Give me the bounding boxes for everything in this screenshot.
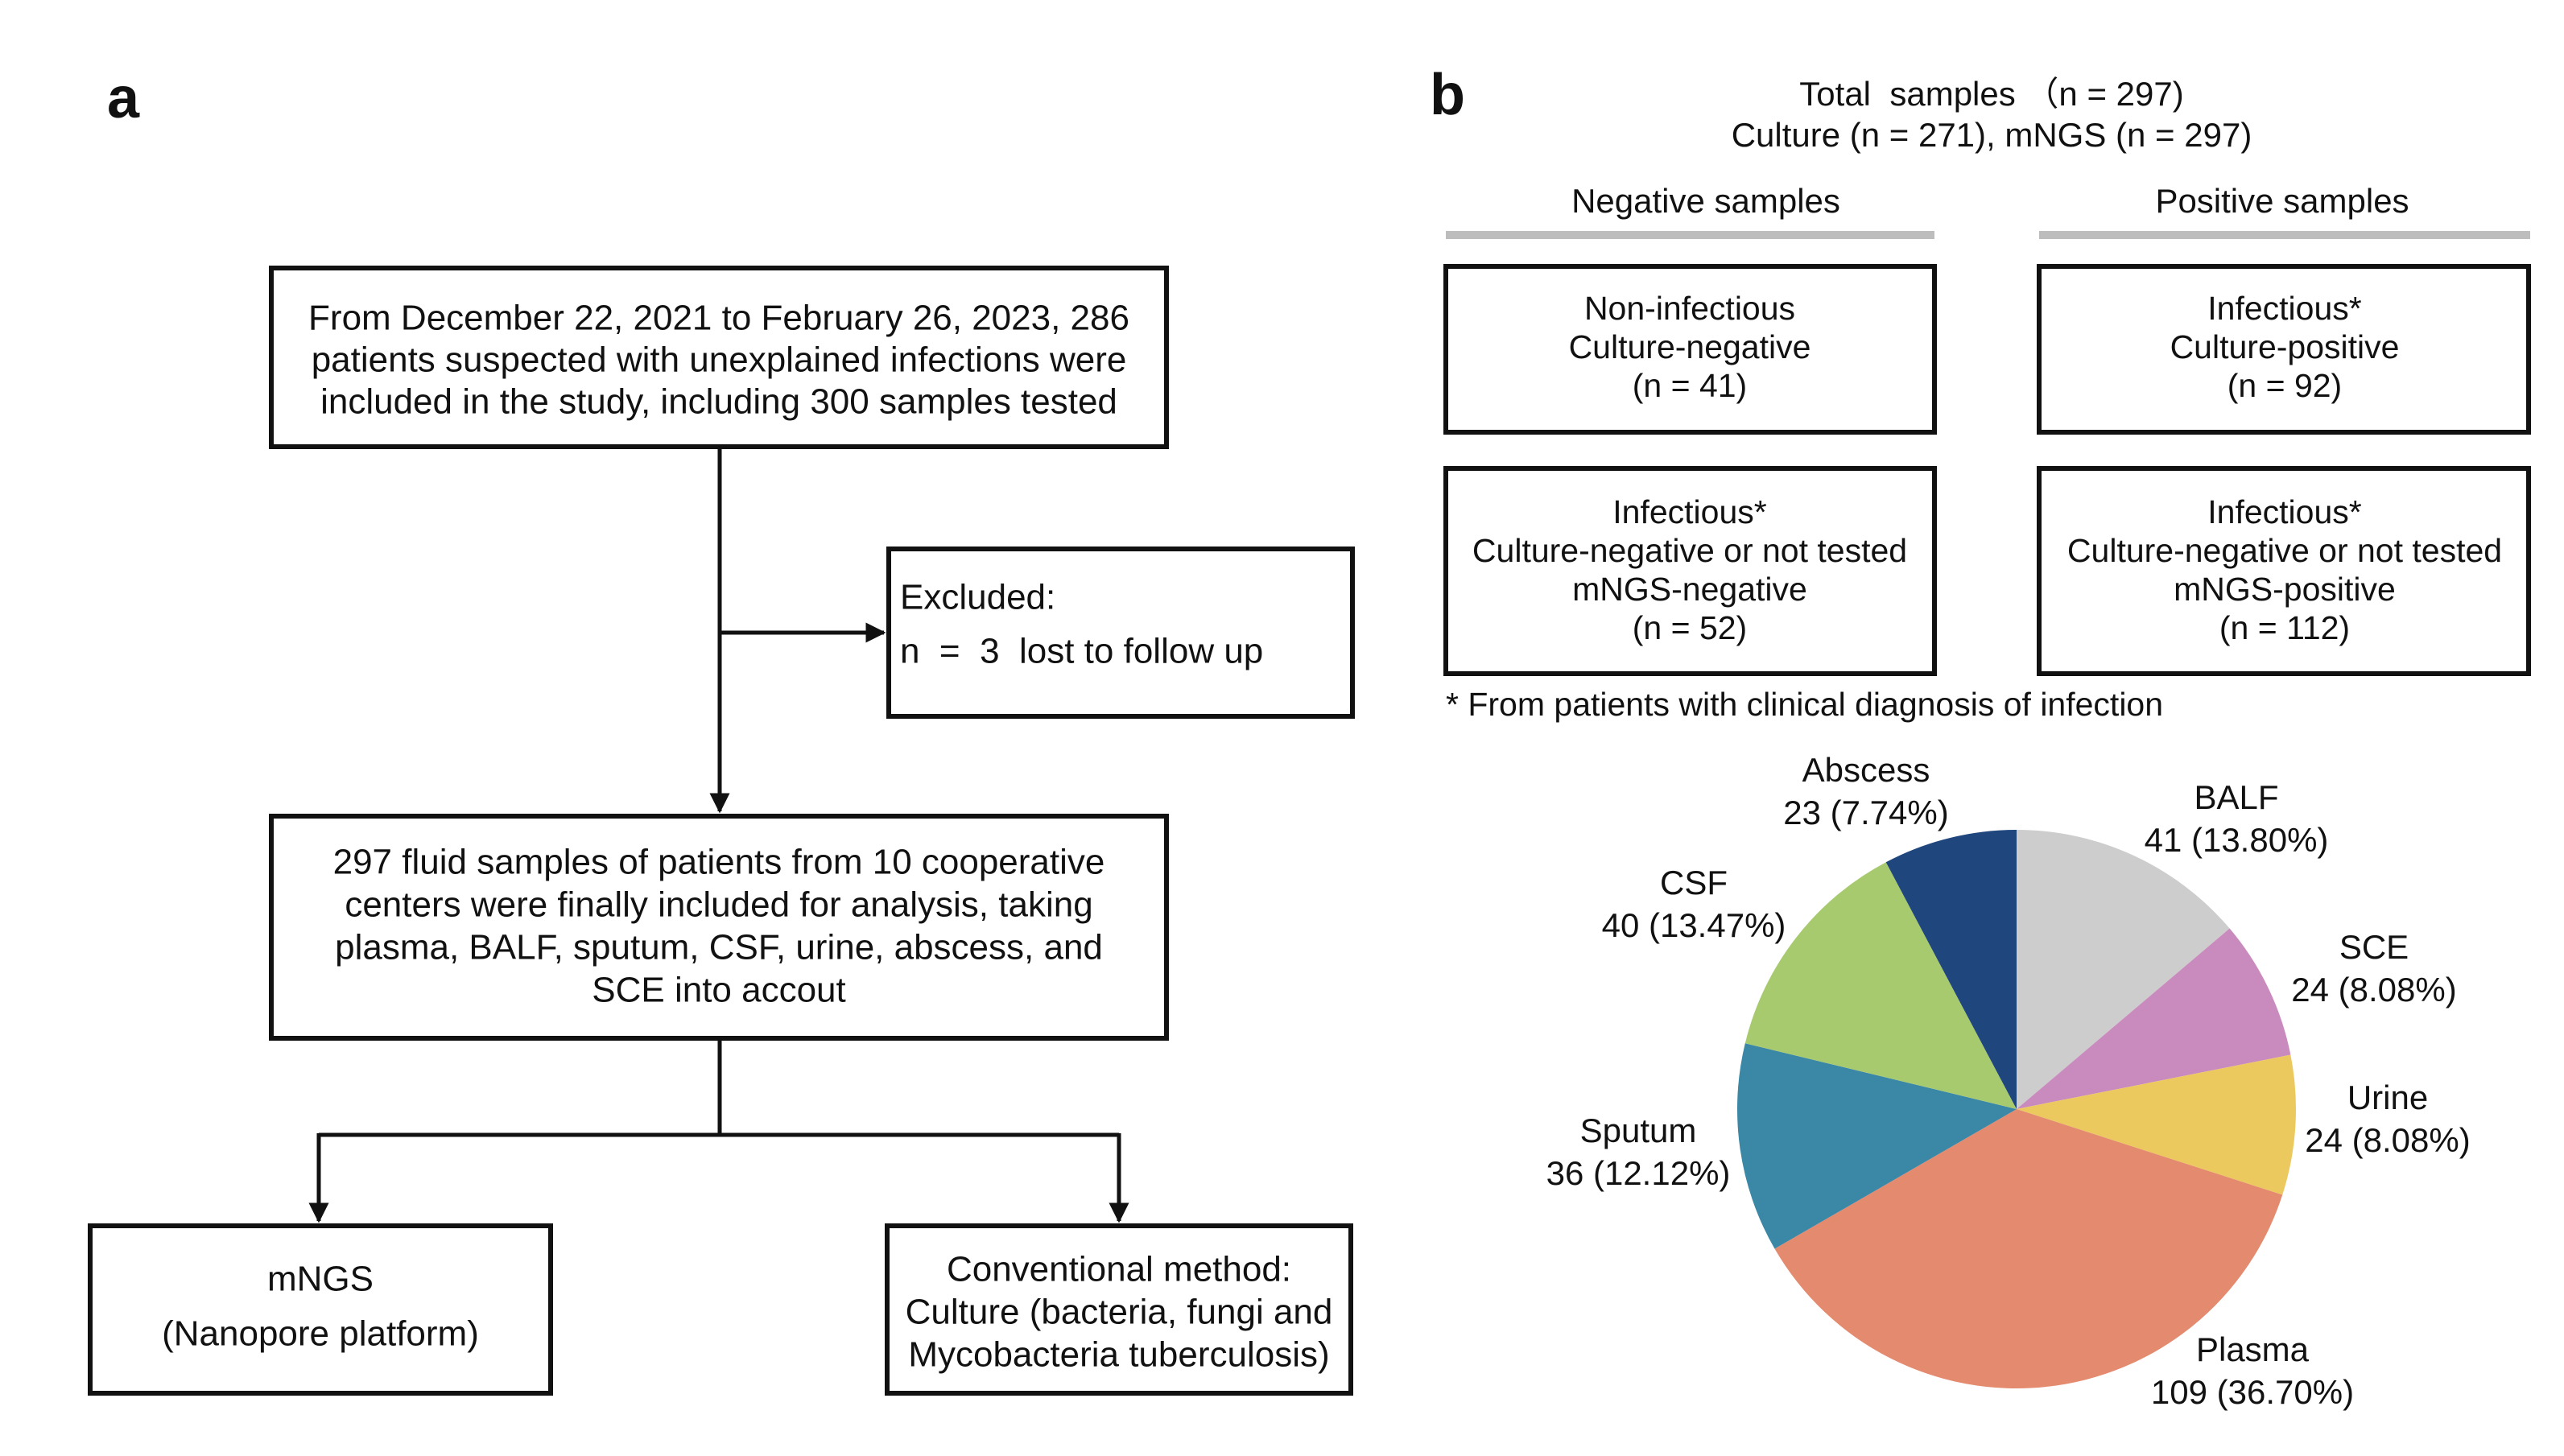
box-text: (n = 112) <box>2219 609 2350 646</box>
pie-slice <box>1744 862 2017 1109</box>
slice-label: Abscess <box>1802 751 1930 789</box>
box-text: n = 3 lost to follow up <box>900 632 1263 671</box>
box-text: Infectious* <box>1612 493 1766 530</box>
panel-label: b <box>1430 63 1465 127</box>
group-box <box>2037 466 2531 676</box>
box-text: (n = 92) <box>2228 367 2342 404</box>
slice-label: Urine <box>2347 1079 2428 1116</box>
box-text: Infectious* <box>2207 493 2361 530</box>
pie-chart <box>1737 830 2297 1388</box>
box-text: Mycobacteria tuberculosis) <box>908 1335 1329 1375</box>
pie-slice <box>2017 1054 2297 1195</box>
header-bar <box>2039 231 2530 239</box>
group-box <box>2037 264 2531 435</box>
box-text: 297 fluid samples of patients from 10 co… <box>333 843 1105 882</box>
flow-box <box>269 814 1169 1041</box>
flow-connectors <box>308 447 1129 1223</box>
group-title: Negative samples <box>1571 182 1840 220</box>
header-bar <box>1446 231 1934 239</box>
group-box <box>1443 466 1937 676</box>
pie-slice <box>2017 928 2291 1109</box>
slice-value-label: 24 (8.08%) <box>2291 971 2456 1008</box>
slice-label: Sputum <box>1580 1112 1697 1149</box>
box-text: Culture-negative <box>1569 328 1811 365</box>
flow-box <box>885 1223 1353 1396</box>
box-text: Culture-negative or not tested <box>1472 532 1907 569</box>
box-text: Culture-negative or not tested <box>2067 532 2502 569</box>
pie-slice <box>1737 1043 2017 1249</box>
footnote: * From patients with clinical diagnosis … <box>1446 686 2163 723</box>
box-text: Non-infectious <box>1584 290 1795 327</box>
box-text: included in the study, including 300 sam… <box>320 382 1117 422</box>
box-text: (Nanopore platform) <box>162 1314 479 1354</box>
header-text: Total samples （n = 297) <box>1799 75 2183 113</box>
slice-label: SCE <box>2339 928 2409 966</box>
group-box <box>1443 264 1937 435</box>
slice-value-label: 40 (13.47%) <box>1602 906 1786 944</box>
box-text: mNGS <box>267 1260 374 1299</box>
flow-box <box>88 1223 553 1396</box>
slice-value-label: 36 (12.12%) <box>1546 1154 1731 1192</box>
slice-value-label: 41 (13.80%) <box>2145 821 2329 859</box>
panel-label: a <box>107 66 140 130</box>
box-text: Conventional method: <box>947 1250 1291 1289</box>
flow-box <box>886 547 1355 719</box>
box-text: Culture-positive <box>2170 328 2400 365</box>
pie-slice <box>1774 1109 2283 1388</box>
slice-value-label: 23 (7.74%) <box>1783 794 1948 831</box>
group-title: Positive samples <box>2155 182 2409 220</box>
box-text: Culture (bacteria, fungi and <box>906 1293 1333 1332</box>
box-text: From December 22, 2021 to February 26, 2… <box>308 299 1129 338</box>
slice-value-label: 109 (36.70%) <box>2151 1373 2354 1411</box>
box-text: Infectious* <box>2207 290 2361 327</box>
box-text: (n = 52) <box>1633 609 1747 646</box>
flow-box <box>269 266 1169 449</box>
box-text: patients suspected with unexplained infe… <box>312 340 1127 380</box>
box-text: plasma, BALF, sputum, CSF, urine, absces… <box>335 928 1103 967</box>
box-text: mNGS-positive <box>2174 571 2396 608</box>
box-text: SCE into accout <box>592 971 846 1010</box>
box-text: centers were finally included for analys… <box>345 885 1092 925</box>
slice-label: CSF <box>1660 864 1728 901</box>
slice-label: Plasma <box>2196 1330 2310 1368</box>
box-text: mNGS-negative <box>1572 571 1807 608</box>
box-text: Excluded: <box>900 578 1055 617</box>
slice-value-label: 24 (8.08%) <box>2305 1121 2470 1159</box>
pie-slice <box>1885 830 2017 1109</box>
slice-label: BALF <box>2194 778 2278 816</box>
pie-slice <box>2017 830 2230 1109</box>
box-text: (n = 41) <box>1633 367 1747 404</box>
header-text: Culture (n = 271), mNGS (n = 297) <box>1732 116 2252 154</box>
